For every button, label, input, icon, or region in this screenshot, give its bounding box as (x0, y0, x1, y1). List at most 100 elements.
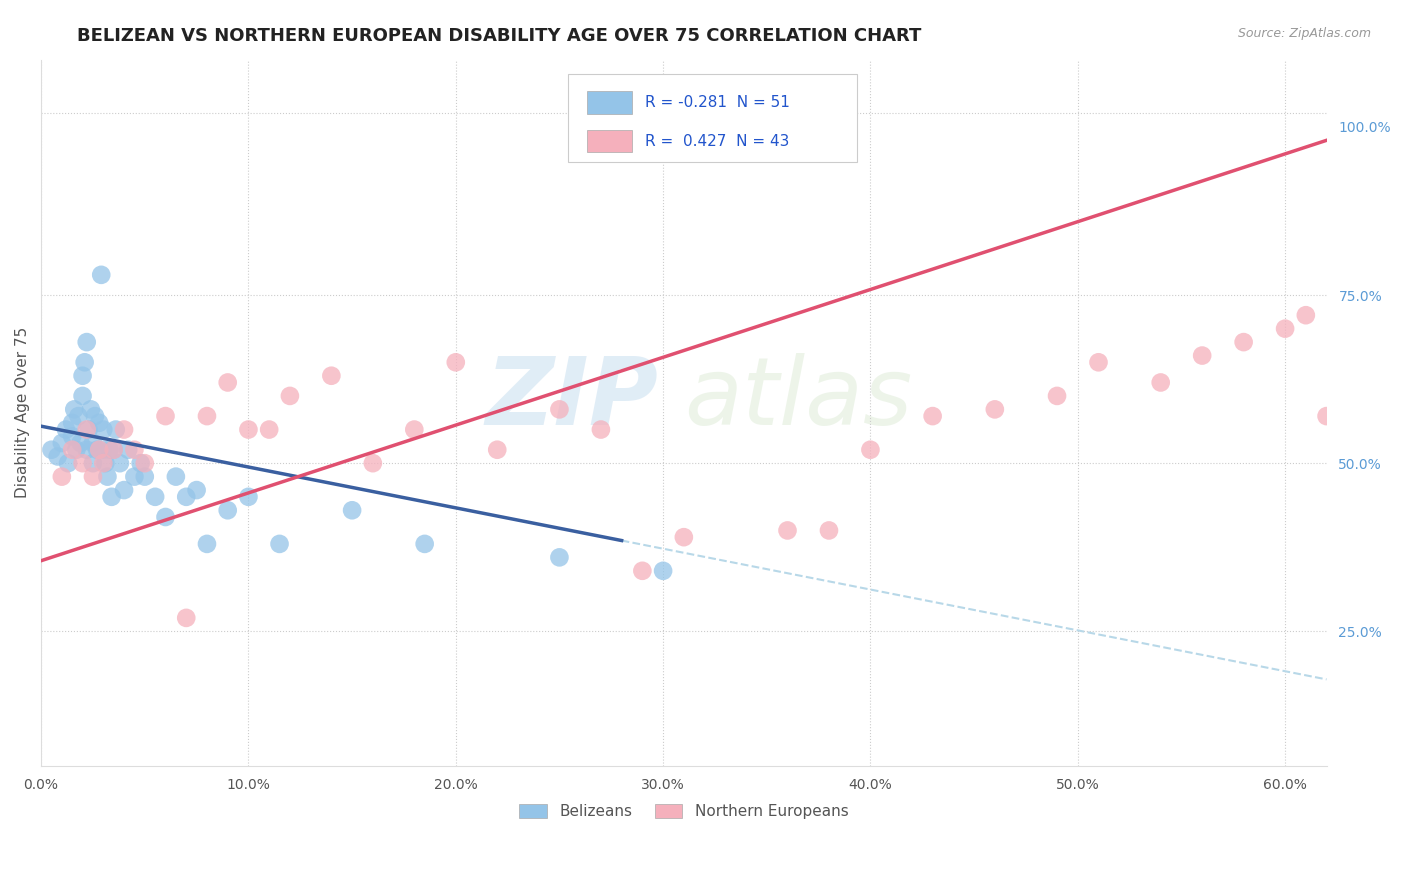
Point (1150, 376, 1173, 390)
Point (1191, 349, 1213, 363)
Point (1233, 335, 1256, 350)
Point (340, 503, 363, 517)
Point (404, 423, 426, 437)
Point (51, 469, 73, 483)
Point (269, 537, 291, 551)
Point (155, 510, 177, 524)
Point (444, 355, 467, 369)
Point (82, 469, 104, 483)
Point (134, 469, 156, 483)
Point (89, 442, 111, 457)
Point (174, 490, 197, 504)
Point (60, 442, 83, 457)
Point (652, 564, 675, 578)
Legend: Belizeans, Northern Europeans: Belizeans, Northern Europeans (513, 798, 855, 825)
Point (1046, 389, 1069, 403)
Point (104, 423, 127, 437)
Point (238, 490, 260, 504)
Point (548, 550, 571, 565)
Point (86, 442, 108, 457)
Text: R = -0.281  N = 51: R = -0.281 N = 51 (645, 95, 790, 110)
Point (55, 423, 77, 437)
Point (174, 611, 197, 625)
Point (486, 442, 509, 457)
Point (217, 376, 239, 390)
Point (103, 442, 125, 457)
Point (124, 469, 146, 483)
Point (257, 423, 280, 437)
Point (56, 456, 79, 470)
Point (91, 423, 114, 437)
Point (1357, 342, 1379, 356)
Point (84, 409, 107, 423)
Point (60, 416, 83, 430)
Point (1274, 321, 1296, 335)
Point (238, 423, 260, 437)
Point (1295, 308, 1317, 322)
Point (80, 402, 103, 417)
Point (589, 423, 612, 437)
Point (108, 456, 131, 470)
Y-axis label: Disability Age Over 75: Disability Age Over 75 (15, 327, 30, 499)
Point (91, 456, 114, 470)
Point (67, 409, 90, 423)
Point (124, 442, 146, 457)
Point (165, 469, 187, 483)
Point (100, 490, 122, 504)
Point (155, 409, 177, 423)
Point (1316, 409, 1339, 423)
Point (51, 436, 73, 450)
Point (60, 429, 83, 443)
Point (413, 537, 436, 551)
Point (96, 469, 118, 483)
Point (134, 456, 156, 470)
Point (82, 436, 104, 450)
Point (321, 368, 343, 383)
Point (94, 456, 117, 470)
Point (217, 503, 239, 517)
Text: R =  0.427  N = 43: R = 0.427 N = 43 (645, 134, 790, 148)
Point (41, 442, 63, 457)
Point (818, 524, 841, 538)
Point (72, 456, 94, 470)
Point (112, 423, 135, 437)
Point (72, 368, 94, 383)
Point (76, 335, 98, 350)
Point (103, 442, 125, 457)
Point (46, 450, 69, 464)
Point (186, 483, 208, 497)
Point (776, 524, 799, 538)
Point (76, 442, 98, 457)
Point (90, 268, 112, 282)
Point (76, 423, 98, 437)
Text: ZIP: ZIP (485, 352, 658, 444)
Point (129, 456, 152, 470)
Text: Source: ZipAtlas.com: Source: ZipAtlas.com (1237, 27, 1371, 40)
Point (548, 402, 571, 417)
Point (89, 416, 111, 430)
Point (143, 490, 166, 504)
Point (361, 456, 384, 470)
Point (91, 442, 114, 457)
Point (63, 402, 86, 417)
Point (117, 442, 139, 457)
Point (1087, 355, 1109, 369)
Point (195, 537, 218, 551)
Point (112, 483, 135, 497)
Point (1336, 376, 1358, 390)
Point (195, 409, 218, 423)
Text: BELIZEAN VS NORTHERN EUROPEAN DISABILITY AGE OVER 75 CORRELATION CHART: BELIZEAN VS NORTHERN EUROPEAN DISABILITY… (77, 27, 922, 45)
Point (921, 409, 943, 423)
Point (98, 442, 121, 457)
Point (278, 389, 301, 403)
Point (672, 530, 695, 544)
Point (72, 389, 94, 403)
Point (1378, 301, 1400, 316)
FancyBboxPatch shape (588, 129, 633, 153)
Point (77, 423, 100, 437)
FancyBboxPatch shape (568, 74, 858, 162)
Point (69, 436, 91, 450)
Point (631, 564, 654, 578)
Point (65, 442, 87, 457)
Point (82, 456, 104, 470)
